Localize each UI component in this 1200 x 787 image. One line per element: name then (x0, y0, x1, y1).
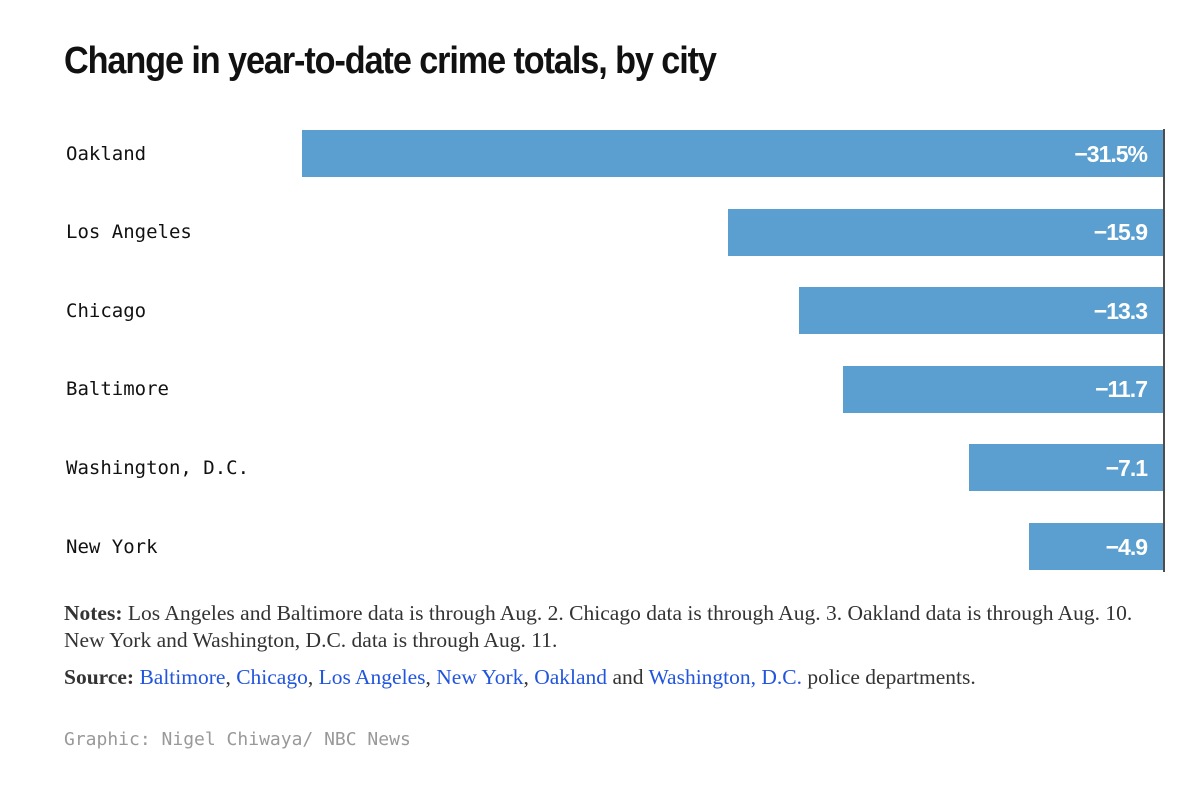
notes: Notes: Los Angeles and Baltimore data is… (64, 600, 1164, 654)
source-link-washington-dc[interactable]: Washington, D.C. (648, 665, 803, 689)
category-label-chicago: Chicago (66, 299, 147, 322)
notes-label: Notes: (64, 601, 123, 625)
bar-oakland (302, 130, 1163, 177)
category-label-baltimore: Baltimore (66, 378, 169, 401)
bar-chart: Oakland −31.5% Los Angeles −15.9 Chicago −13.… (66, 129, 1165, 572)
bar-chicago (799, 287, 1163, 335)
data-label-washington-d-c: −7.1 (1105, 454, 1148, 481)
source-link-new-york[interactable]: New York (436, 665, 524, 689)
source: Source: Baltimore, Chicago, Los Angeles,… (64, 665, 976, 689)
category-label-los-angeles: Los Angeles (66, 221, 192, 244)
notes-text: Los Angeles and Baltimore data is throug… (64, 601, 1133, 652)
chart-title: Change in year-to-date crime totals, by … (64, 40, 717, 82)
data-label-baltimore: −11.7 (1095, 376, 1148, 403)
source-link-oakland[interactable]: Oakland (534, 665, 608, 689)
source-link-chicago[interactable]: Chicago (236, 665, 308, 689)
bar-washington-d-c (968, 444, 1163, 492)
bar-baltimore (843, 365, 1163, 413)
category-label-washington-d-c: Washington, D.C. (66, 456, 250, 479)
data-label-new-york: −4.9 (1105, 533, 1148, 560)
bar-los-angeles (728, 208, 1163, 256)
zero-axis-line (1163, 129, 1165, 572)
source-label: Source: (64, 665, 135, 689)
source-suffix: police departments. (802, 665, 976, 689)
bar-new-york (1029, 523, 1163, 570)
data-label-chicago: −13.3 (1093, 297, 1148, 324)
source-link-los-angeles[interactable]: Los Angeles (318, 665, 426, 689)
graphic-credit: Graphic: Nigel Chiwaya/ NBC News (64, 729, 411, 750)
category-label-oakland: Oakland (66, 142, 147, 165)
source-link-baltimore[interactable]: Baltimore (139, 665, 226, 689)
category-label-new-york: New York (66, 535, 158, 558)
data-label-los-angeles: −15.9 (1093, 219, 1148, 246)
data-label-oakland: −31.5% (1074, 140, 1148, 167)
